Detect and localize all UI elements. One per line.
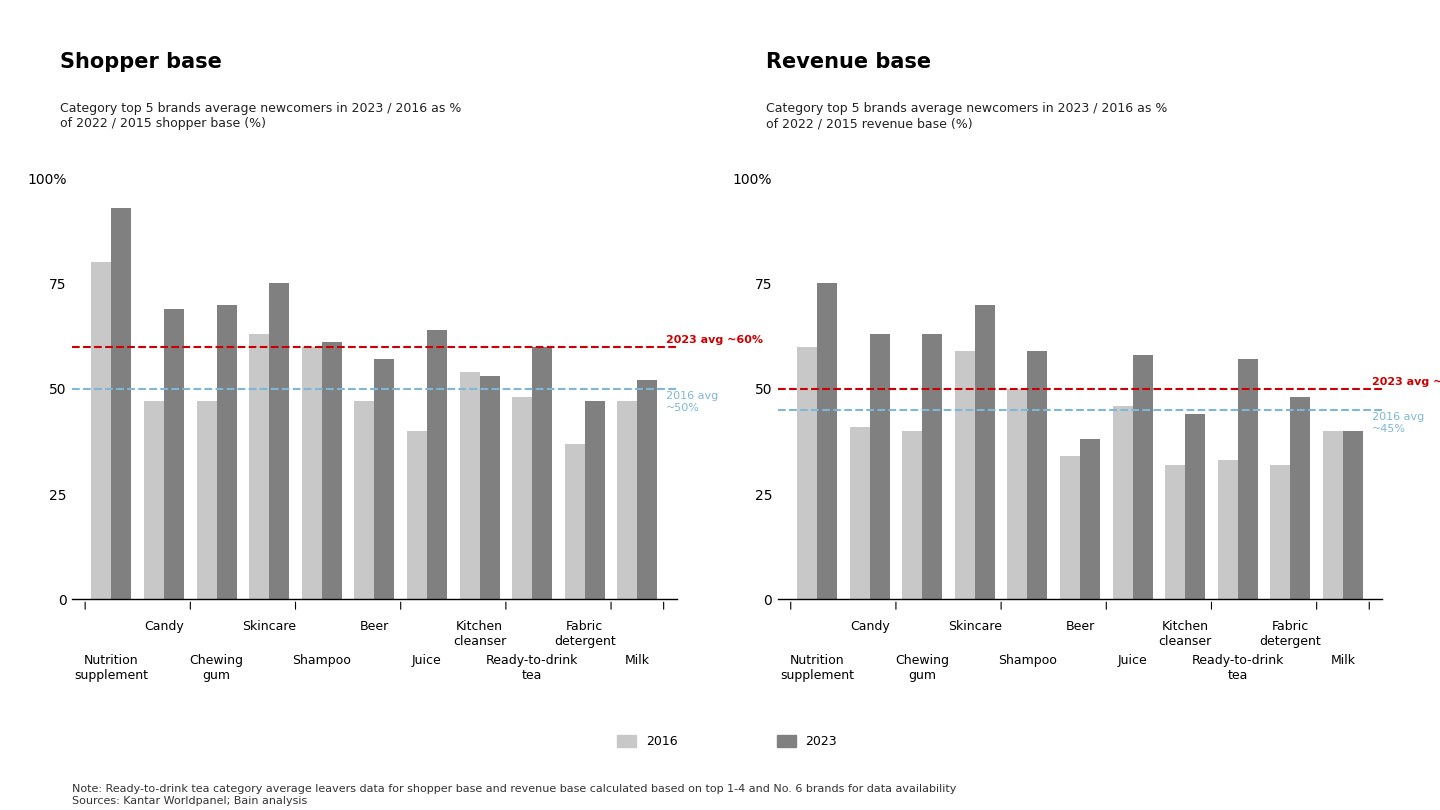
Text: Shampoo: Shampoo — [292, 654, 351, 667]
Text: Category top 5 brands average newcomers in 2023 / 2016 as %
of 2022 / 2015 reven: Category top 5 brands average newcomers … — [766, 102, 1166, 130]
Text: Fabric
detergent: Fabric detergent — [554, 620, 616, 649]
Text: Note: Ready-to-drink tea category average leavers data for shopper base and reve: Note: Ready-to-drink tea category averag… — [72, 784, 956, 806]
Bar — [1060, 456, 1080, 599]
Text: Candy: Candy — [144, 620, 184, 633]
Text: Kitchen
cleanser: Kitchen cleanser — [1159, 620, 1212, 649]
Text: 2016 avg
~50%: 2016 avg ~50% — [667, 391, 719, 412]
Text: Nutrition
supplement: Nutrition supplement — [780, 654, 854, 682]
Bar — [111, 207, 131, 599]
Text: Chewing
gum: Chewing gum — [896, 654, 949, 682]
Bar — [955, 351, 975, 599]
Bar — [1185, 414, 1205, 599]
Text: Shampoo: Shampoo — [998, 654, 1057, 667]
Text: 2016 avg
~45%: 2016 avg ~45% — [1372, 412, 1424, 433]
Bar — [798, 347, 816, 599]
Text: Ready-to-drink
tea: Ready-to-drink tea — [485, 654, 579, 682]
Bar — [564, 444, 585, 599]
Bar — [816, 284, 837, 599]
Bar — [459, 372, 480, 599]
Bar — [1218, 460, 1238, 599]
Text: Beer: Beer — [360, 620, 389, 633]
Bar — [1027, 351, 1047, 599]
Text: Skincare: Skincare — [242, 620, 297, 633]
Bar — [428, 330, 446, 599]
Bar — [1344, 431, 1362, 599]
Text: 2023 avg ~50%: 2023 avg ~50% — [1372, 377, 1440, 386]
Bar — [513, 397, 533, 599]
Bar — [1270, 465, 1290, 599]
Legend: 2016: 2016 — [612, 730, 683, 753]
Bar — [1165, 465, 1185, 599]
Bar — [354, 402, 374, 599]
Bar — [1113, 406, 1133, 599]
Bar — [374, 360, 395, 599]
Bar — [249, 334, 269, 599]
Legend: 2023: 2023 — [772, 730, 842, 753]
Text: Skincare: Skincare — [948, 620, 1002, 633]
Bar — [480, 376, 500, 599]
Text: Shopper base: Shopper base — [60, 52, 222, 72]
Text: Category top 5 brands average newcomers in 2023 / 2016 as %
of 2022 / 2015 shopp: Category top 5 brands average newcomers … — [60, 102, 461, 130]
Bar — [1008, 389, 1027, 599]
Bar — [1323, 431, 1344, 599]
Bar — [1080, 439, 1100, 599]
Text: Juice: Juice — [412, 654, 442, 667]
Text: Milk: Milk — [1331, 654, 1355, 667]
Bar — [850, 427, 870, 599]
Bar — [533, 347, 552, 599]
Text: Revenue base: Revenue base — [766, 52, 930, 72]
Bar — [618, 402, 638, 599]
Bar — [197, 402, 216, 599]
Bar — [585, 402, 605, 599]
Text: Fabric
detergent: Fabric detergent — [1260, 620, 1322, 649]
Bar — [1133, 355, 1152, 599]
Text: Ready-to-drink
tea: Ready-to-drink tea — [1191, 654, 1284, 682]
Text: Kitchen
cleanser: Kitchen cleanser — [454, 620, 507, 649]
Text: Juice: Juice — [1117, 654, 1148, 667]
Bar — [975, 305, 995, 599]
Bar — [1290, 397, 1310, 599]
Bar — [638, 381, 657, 599]
Text: Milk: Milk — [625, 654, 649, 667]
Bar — [269, 284, 289, 599]
Text: Candy: Candy — [850, 620, 890, 633]
Text: Beer: Beer — [1066, 620, 1094, 633]
Text: Nutrition
supplement: Nutrition supplement — [75, 654, 148, 682]
Bar — [1238, 360, 1257, 599]
Bar — [216, 305, 236, 599]
Bar — [92, 262, 111, 599]
Text: Chewing
gum: Chewing gum — [190, 654, 243, 682]
Bar — [302, 347, 321, 599]
Bar — [903, 431, 922, 599]
Text: 2023 avg ~60%: 2023 avg ~60% — [667, 335, 763, 344]
Bar — [870, 334, 890, 599]
Bar — [164, 309, 184, 599]
Bar — [408, 431, 428, 599]
Bar — [922, 334, 942, 599]
Bar — [321, 343, 341, 599]
Bar — [144, 402, 164, 599]
